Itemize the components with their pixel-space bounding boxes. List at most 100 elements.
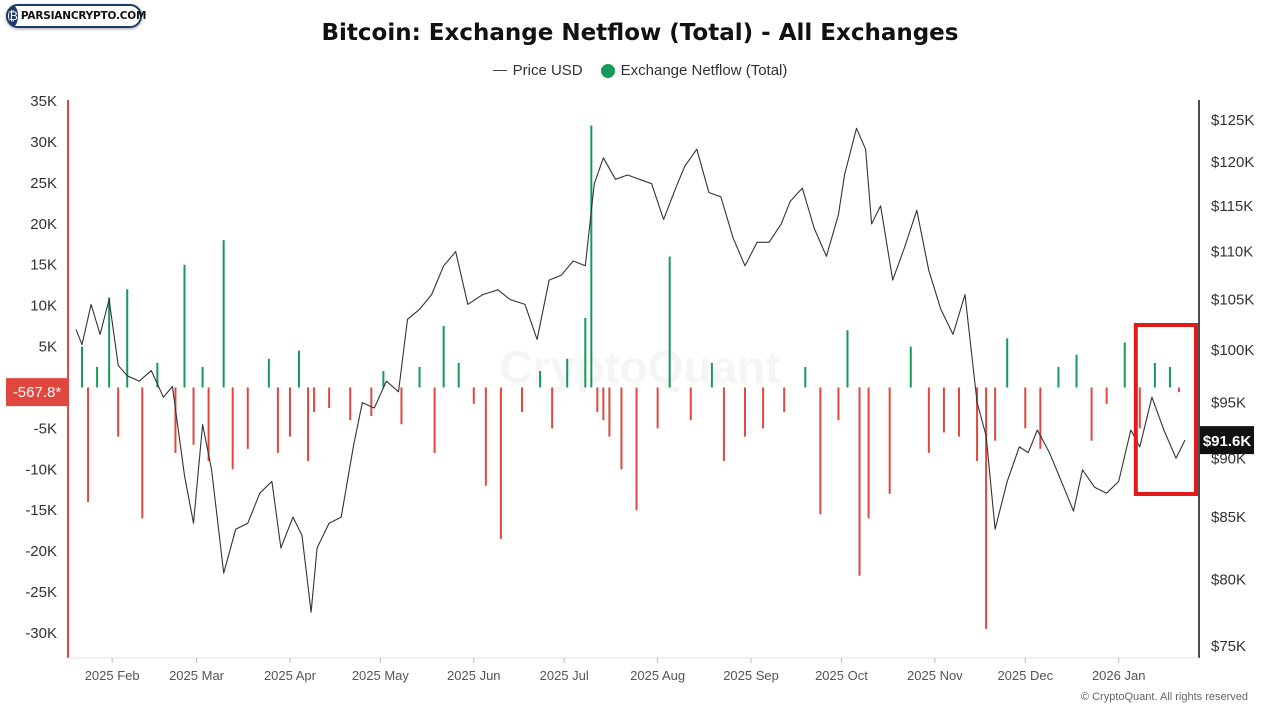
netflow-bar [584, 317, 587, 388]
netflow-bar [400, 387, 403, 425]
watermark-text: CryptoQuant [499, 341, 780, 393]
right-tick-label: $105K [1211, 292, 1254, 309]
netflow-bar [141, 387, 144, 519]
left-tick-label: -15K [25, 502, 57, 519]
netflow-bar [976, 387, 979, 462]
left-tick-label: 5K [39, 339, 57, 356]
left-current-value: -567.8* [13, 384, 62, 401]
x-tick-label: 2025 Sep [723, 668, 779, 683]
netflow-bar [620, 387, 623, 470]
netflow-bar [744, 387, 747, 437]
netflow-bar [442, 326, 445, 388]
right-tick-label: $120K [1211, 154, 1254, 171]
netflow-bar [298, 350, 301, 388]
netflow-bar [888, 387, 891, 494]
netflow-bar [1177, 387, 1180, 393]
copyright-text: © CryptoQuant. All rights reserved [1080, 691, 1248, 703]
netflow-bar [246, 387, 249, 449]
netflow-bar [231, 387, 234, 470]
chart-title: Bitcoin: Exchange Netflow (Total) - All … [321, 20, 959, 46]
netflow-bar [1039, 387, 1042, 449]
netflow-bar [942, 387, 945, 433]
x-tick-label: 2025 Oct [815, 668, 868, 683]
netflow-bar [313, 387, 316, 413]
netflow-bar [472, 387, 475, 404]
netflow-bar [307, 387, 310, 462]
netflow-bar [288, 387, 291, 437]
netflow-bar [183, 264, 186, 388]
netflow-bar [117, 387, 120, 437]
x-tick-label: 2025 Mar [169, 668, 225, 683]
netflow-bar [608, 387, 611, 437]
right-tick-label: $90K [1211, 450, 1246, 467]
netflow-bar [418, 367, 421, 388]
netflow-bar [846, 330, 849, 388]
x-tick-label: 2025 May [352, 668, 410, 683]
netflow-bar [1153, 362, 1156, 388]
netflow-bar [1138, 387, 1141, 429]
netflow-bar [521, 387, 524, 413]
netflow-bar [1024, 387, 1027, 429]
logo-mark-icon: ₿ [9, 6, 18, 26]
netflow-bar [222, 240, 225, 388]
netflow-bar [804, 367, 807, 388]
netflow-bar [566, 358, 569, 388]
netflow-bar [207, 387, 210, 462]
netflow-bar [201, 367, 204, 388]
netflow-bar [126, 289, 129, 388]
netflow-bar [762, 387, 765, 429]
netflow-bar [689, 387, 692, 421]
netflow-bar [87, 387, 90, 503]
left-y-axis: 35K 30K 25K 20K 15K 10K 5K -5K -10K -15K -20K -25K -… [25, 93, 69, 658]
netflow-bar [858, 387, 861, 576]
netflow-bar [590, 125, 593, 388]
right-tick-label: $95K [1211, 395, 1246, 412]
netflow-bar [276, 387, 279, 453]
netflow-bar [457, 362, 460, 388]
left-tick-label: 10K [30, 298, 57, 315]
x-axis: 2025 Feb 2025 Mar 2025 Apr 2025 May 2025 Jun… [68, 657, 1199, 683]
netflow-bar [1075, 354, 1078, 388]
left-tick-label: 25K [30, 175, 57, 192]
left-tick-label: -30K [25, 625, 57, 642]
legend-item-netflow[interactable]: Exchange Netflow (Total) [600, 62, 787, 79]
netflow-bar [328, 387, 331, 408]
netflow-bar [867, 387, 870, 519]
netflow-bar [382, 371, 385, 388]
netflow-bar [1168, 367, 1171, 388]
netflow-bar [1006, 338, 1009, 388]
netflow-bar [174, 387, 177, 453]
netflow-bar [656, 387, 659, 429]
netflow-bar [108, 297, 111, 388]
netflow-bar [551, 387, 554, 429]
logo-text: PARSIANCRYPTO.COM [20, 10, 147, 22]
left-tick-label: -20K [25, 543, 57, 560]
netflow-bar [156, 362, 159, 388]
highlight-box [1133, 323, 1198, 496]
netflow-bar [1090, 387, 1093, 441]
netflow-bar [539, 371, 542, 388]
left-tick-label: -10K [25, 461, 57, 478]
netflow-bar [927, 387, 930, 453]
netflow-bar [370, 387, 373, 417]
netflow-bar [909, 346, 912, 388]
x-tick-label: 2025 Dec [997, 668, 1053, 683]
netflow-bar [635, 387, 638, 511]
x-tick-label: 2026 Jan [1092, 668, 1146, 683]
netflow-bar [722, 387, 725, 462]
right-current-value: $91.6K [1203, 433, 1252, 450]
netflow-bar [710, 362, 713, 388]
netflow-bar [985, 387, 988, 629]
legend-item-price[interactable]: Price USD [492, 62, 583, 79]
left-tick-label: 35K [30, 93, 57, 110]
price-line [75, 127, 1186, 613]
right-tick-label: $110K [1211, 244, 1253, 261]
dot-swatch-icon [600, 63, 615, 78]
right-current-tag [1200, 426, 1254, 455]
x-tick-label: 2025 Nov [907, 668, 963, 683]
left-tick-label: 20K [30, 216, 57, 233]
netflow-bar [81, 346, 84, 388]
netflow-bar [96, 367, 99, 388]
x-tick-label: 2025 Apr [264, 668, 317, 683]
